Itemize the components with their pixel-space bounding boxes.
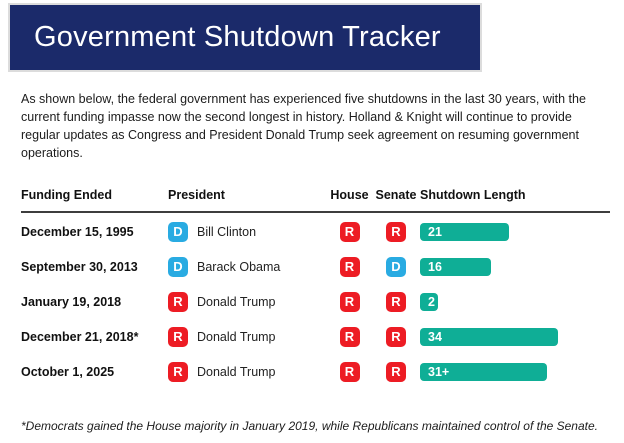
table-body: December 15, 1995 D Bill Clinton R R 21 … — [21, 214, 610, 389]
president-name: Donald Trump — [197, 364, 276, 379]
president-cell: D Bill Clinton — [168, 221, 327, 242]
shutdown-length-bar: 21 — [420, 222, 509, 241]
page-title: Government Shutdown Tracker — [34, 21, 441, 53]
funding-ended-date: September 30, 2013 — [21, 259, 138, 274]
shutdown-length-bar: 34 — [420, 327, 558, 346]
president-name: Donald Trump — [197, 294, 276, 309]
president-name: Donald Trump — [197, 329, 276, 344]
president-party-badge: R — [168, 326, 188, 347]
senate-majority-cell: R — [372, 361, 420, 382]
senate-majority-cell: D — [372, 256, 420, 277]
funding-ended-date: December 21, 2018* — [21, 329, 139, 344]
house-majority-cell: R — [327, 256, 372, 277]
senate-party-badge: D — [386, 256, 406, 277]
president-cell: R Donald Trump — [168, 326, 327, 347]
table-row: September 30, 2013 D Barack Obama R D 16 — [21, 249, 610, 284]
table-row: October 1, 2025 R Donald Trump R R 31+ — [21, 354, 610, 389]
shutdown-length-cell: 31+ — [420, 362, 610, 381]
shutdown-length-cell: 2 — [420, 292, 610, 311]
column-header-senate: Senate — [375, 188, 417, 202]
president-name: Bill Clinton — [197, 224, 257, 239]
senate-party-badge: R — [386, 221, 406, 242]
house-party-badge: R — [339, 256, 360, 277]
president-party-badge: R — [168, 291, 188, 312]
senate-majority-cell: R — [372, 221, 420, 242]
president-cell: R Donald Trump — [168, 291, 327, 312]
footnote: *Democrats gained the House majority in … — [21, 419, 598, 433]
house-majority-cell: R — [327, 326, 372, 347]
shutdown-length-bar: 31+ — [420, 362, 547, 381]
funding-ended-date: October 1, 2025 — [21, 364, 115, 379]
table-row: December 21, 2018* R Donald Trump R R 34 — [21, 319, 610, 354]
header-divider — [21, 211, 610, 213]
senate-party-badge: R — [386, 291, 406, 312]
house-majority-cell: R — [327, 291, 372, 312]
funding-ended-date: January 19, 2018 — [21, 294, 122, 309]
senate-party-badge: R — [386, 361, 406, 382]
house-party-badge: R — [339, 361, 360, 382]
column-header-president: President — [168, 188, 225, 202]
house-party-badge: R — [339, 221, 360, 242]
shutdown-length-value: 2 — [428, 294, 435, 309]
president-party-badge: D — [168, 256, 188, 277]
shutdown-length-value: 34 — [428, 329, 442, 344]
shutdown-length-value: 16 — [428, 259, 442, 274]
column-header-house: House — [330, 188, 369, 202]
senate-party-badge: R — [386, 326, 406, 347]
shutdown-length-value: 31+ — [428, 364, 450, 379]
shutdown-table: Funding Ended President House Senate Shu… — [21, 188, 610, 389]
president-cell: R Donald Trump — [168, 361, 327, 382]
president-name: Barack Obama — [197, 259, 281, 274]
shutdown-length-bar: 16 — [420, 257, 491, 276]
president-cell: D Barack Obama — [168, 256, 327, 277]
intro-paragraph: As shown below, the federal government h… — [21, 92, 586, 160]
senate-majority-cell: R — [372, 291, 420, 312]
house-majority-cell: R — [327, 361, 372, 382]
shutdown-length-cell: 16 — [420, 257, 610, 276]
shutdown-length-cell: 21 — [420, 222, 610, 241]
title-banner: Government Shutdown Tracker — [8, 3, 482, 72]
column-header-funding-ended: Funding Ended — [21, 188, 112, 202]
funding-ended-date: December 15, 1995 — [21, 224, 134, 239]
table-row: December 15, 1995 D Bill Clinton R R 21 — [21, 214, 610, 249]
column-header-shutdown-length: Shutdown Length — [420, 188, 526, 202]
shutdown-length-value: 21 — [428, 224, 442, 239]
president-party-badge: D — [168, 221, 188, 242]
house-majority-cell: R — [327, 221, 372, 242]
shutdown-length-cell: 34 — [420, 327, 610, 346]
senate-majority-cell: R — [372, 326, 420, 347]
table-header-row: Funding Ended President House Senate Shu… — [21, 188, 610, 202]
shutdown-length-bar: 2 — [420, 292, 438, 311]
house-party-badge: R — [339, 326, 360, 347]
house-party-badge: R — [339, 291, 360, 312]
president-party-badge: R — [168, 361, 188, 382]
table-row: January 19, 2018 R Donald Trump R R 2 — [21, 284, 610, 319]
